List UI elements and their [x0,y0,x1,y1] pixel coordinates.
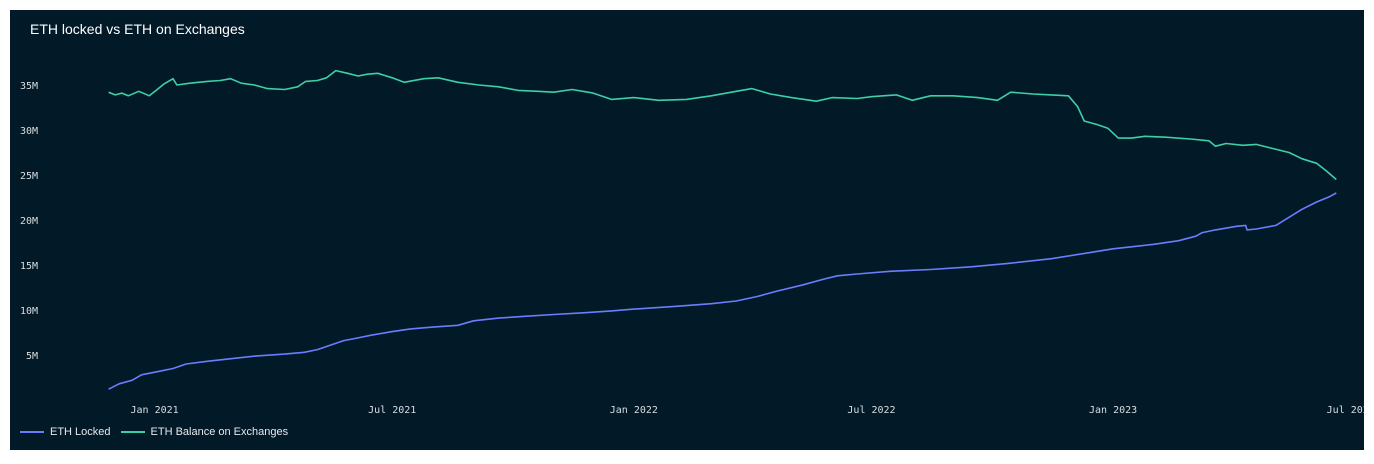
legend: ETH Locked ETH Balance on Exchanges [20,426,298,438]
legend-swatch-eth-locked [20,431,44,433]
x-tick-label: Jul 2023 [1327,405,1364,416]
series-line-eth-locked[interactable] [108,192,1337,390]
y-tick-label: 35M [20,81,38,92]
legend-label-eth-balance: ETH Balance on Exchanges [150,426,289,438]
y-tick-label: 30M [20,126,38,137]
x-tick-label: Jan 2022 [610,405,658,416]
chart-title: ETH locked vs ETH on Exchanges [30,21,245,37]
y-tick-label: 5M [26,351,38,362]
x-tick-label: Jul 2022 [847,405,895,416]
series-line-eth-balance[interactable] [108,69,1337,181]
x-tick-label: Jul 2021 [368,405,416,416]
line-chart: 5M 10M 15M 20M 25M 30M 35M Jan 2021 Jul 2021 Jan … [20,69,1364,416]
y-tick-label: 15M [20,261,38,272]
legend-item-eth-locked[interactable]: ETH Locked [20,426,111,438]
chart-panel: ETH locked vs ETH on Exchanges 5M 10M 15M 2… [10,10,1364,450]
legend-item-eth-balance[interactable]: ETH Balance on Exchanges [120,426,289,438]
y-tick-label: 25M [20,171,38,182]
x-tick-label: Jan 2023 [1089,405,1137,416]
y-tick-label: 10M [20,306,38,317]
y-tick-label: 20M [20,216,38,227]
x-tick-label: Jan 2021 [130,405,178,416]
legend-swatch-eth-balance [120,431,145,433]
legend-label-eth-locked: ETH Locked [50,426,111,438]
